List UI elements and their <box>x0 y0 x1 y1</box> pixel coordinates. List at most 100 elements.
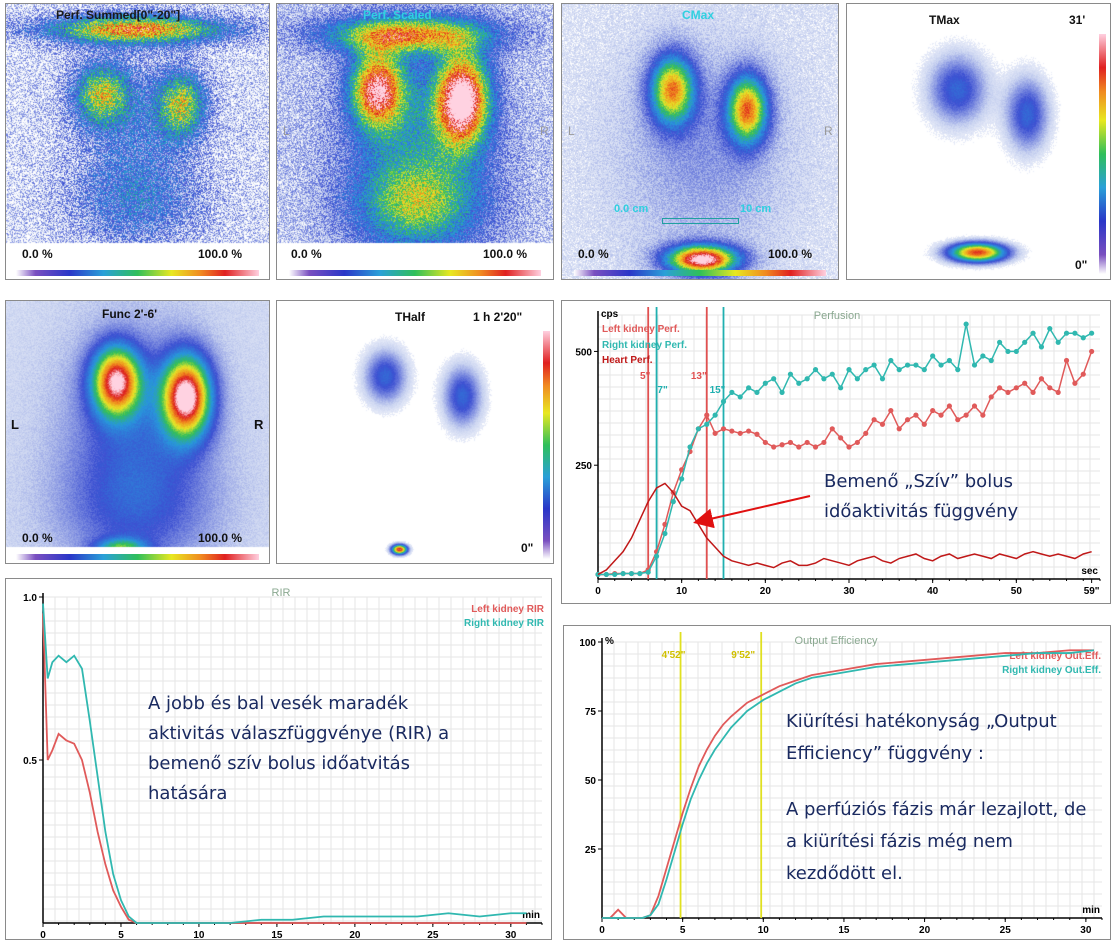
data-point <box>896 426 902 432</box>
min-percent: 0.0 % <box>291 247 322 261</box>
data-point <box>771 444 777 450</box>
data-point <box>879 421 886 427</box>
y-tick-label: 25 <box>585 845 597 856</box>
data-point <box>980 353 986 359</box>
x-tick-label: 5 <box>118 930 124 939</box>
tmax-image <box>847 4 1110 279</box>
y-tick-label: 100 <box>579 638 596 649</box>
data-point <box>904 362 911 368</box>
x-axis-label: sec <box>1081 566 1098 577</box>
panel-title: CMax <box>682 8 715 22</box>
data-point <box>1089 348 1095 355</box>
data-point <box>754 431 760 437</box>
x-tick-label: 40 <box>927 586 939 597</box>
data-point <box>838 385 844 391</box>
data-point <box>930 353 936 359</box>
x-tick-label: 10 <box>193 930 205 939</box>
data-point <box>854 439 860 446</box>
y-tick-label: 0.5 <box>23 756 37 767</box>
data-point <box>963 321 969 327</box>
data-point <box>762 380 768 386</box>
data-point <box>1030 330 1036 336</box>
thalf-image <box>277 301 553 563</box>
data-point <box>653 553 660 559</box>
data-point <box>1072 330 1078 336</box>
data-point <box>971 403 978 409</box>
data-point <box>921 367 927 373</box>
x-tick-label: 20 <box>760 586 772 597</box>
right-marker: R <box>540 124 549 138</box>
cmax-panel: CMax L R 0.0 cm 10 cm 0.0 % 100.0 % <box>561 3 839 280</box>
data-point <box>1063 330 1070 336</box>
data-point <box>1089 330 1095 336</box>
data-point <box>980 412 986 418</box>
data-point <box>779 389 785 395</box>
data-point <box>1022 380 1028 386</box>
data-point <box>687 444 693 450</box>
heart-bolus-annotation: Bemenő „Szív” bolus időaktivitás függvén… <box>824 471 1019 522</box>
right-marker: R <box>824 124 833 138</box>
data-point <box>679 476 685 482</box>
data-point <box>704 421 710 427</box>
x-tick-label: 20 <box>349 930 361 939</box>
perfusion-chart: Perfusion cps sec 500 250 0 10 20 30 40 50 59" 5" 7" 1… <box>575 307 1101 597</box>
data-point <box>1038 376 1045 382</box>
data-point <box>896 367 902 373</box>
data-point <box>988 357 994 364</box>
perf-summed-panel: Perf. Summed[0"-20"] 0.0 % 100.0 % <box>5 3 270 280</box>
series-line-2 <box>597 482 1092 576</box>
data-point <box>804 439 810 446</box>
data-point <box>1063 357 1070 364</box>
legend-entry: Right kidney Out.Eff. <box>1002 665 1101 676</box>
perf-summed-image <box>6 4 269 279</box>
data-point <box>746 385 752 391</box>
legend-entry: Left kidney Out.Eff. <box>1009 651 1101 662</box>
series-line-1 <box>602 649 1095 919</box>
panel-title: Func 2'-6' <box>102 307 158 321</box>
y-axis-label: % <box>605 636 614 647</box>
data-point <box>712 412 718 418</box>
x-tick-label: 20 <box>919 925 931 936</box>
legend-entry: Right kidney Perf. <box>602 340 687 351</box>
panel-title: Perf. Summed[0"-20"] <box>56 8 181 22</box>
y-tick-label: 50 <box>585 776 597 787</box>
data-point <box>612 571 618 578</box>
data-point <box>921 421 927 427</box>
data-point <box>812 444 819 450</box>
x-tick-label: 30 <box>505 930 517 939</box>
x-tick-label: 15 <box>271 930 283 939</box>
data-point <box>637 570 643 577</box>
y-tick-label: 1.0 <box>23 593 37 604</box>
vertical-color-scale-bar <box>1099 34 1106 274</box>
data-point <box>854 376 860 382</box>
vertical-color-scale-bar <box>543 331 550 559</box>
data-point <box>746 428 752 434</box>
data-point <box>829 426 835 432</box>
data-point <box>1005 389 1011 395</box>
data-point <box>871 417 877 423</box>
data-point <box>971 362 978 368</box>
x-tick-label: 15 <box>838 925 850 936</box>
data-point <box>1005 348 1011 355</box>
panel-title: TMax <box>929 13 960 27</box>
data-point <box>997 339 1003 345</box>
chart-title: RIR <box>272 587 291 599</box>
x-tick-label: 10 <box>676 586 688 597</box>
data-point <box>628 570 635 577</box>
series-line-1 <box>42 603 527 924</box>
x-tick-label: 30 <box>1080 925 1092 936</box>
data-point <box>812 367 819 373</box>
data-point <box>704 412 710 418</box>
data-point <box>829 371 835 377</box>
data-point <box>670 499 676 505</box>
max-percent: 100.0 % <box>198 247 243 261</box>
data-point <box>888 407 894 414</box>
data-point <box>1080 371 1086 377</box>
max-percent: 100.0 % <box>768 247 813 261</box>
data-point <box>963 412 969 418</box>
panel-title: THalf <box>395 310 425 324</box>
data-point <box>997 385 1003 391</box>
x-tick-label: 59" <box>1084 586 1100 597</box>
data-point <box>1072 380 1078 386</box>
data-point <box>1047 385 1053 391</box>
